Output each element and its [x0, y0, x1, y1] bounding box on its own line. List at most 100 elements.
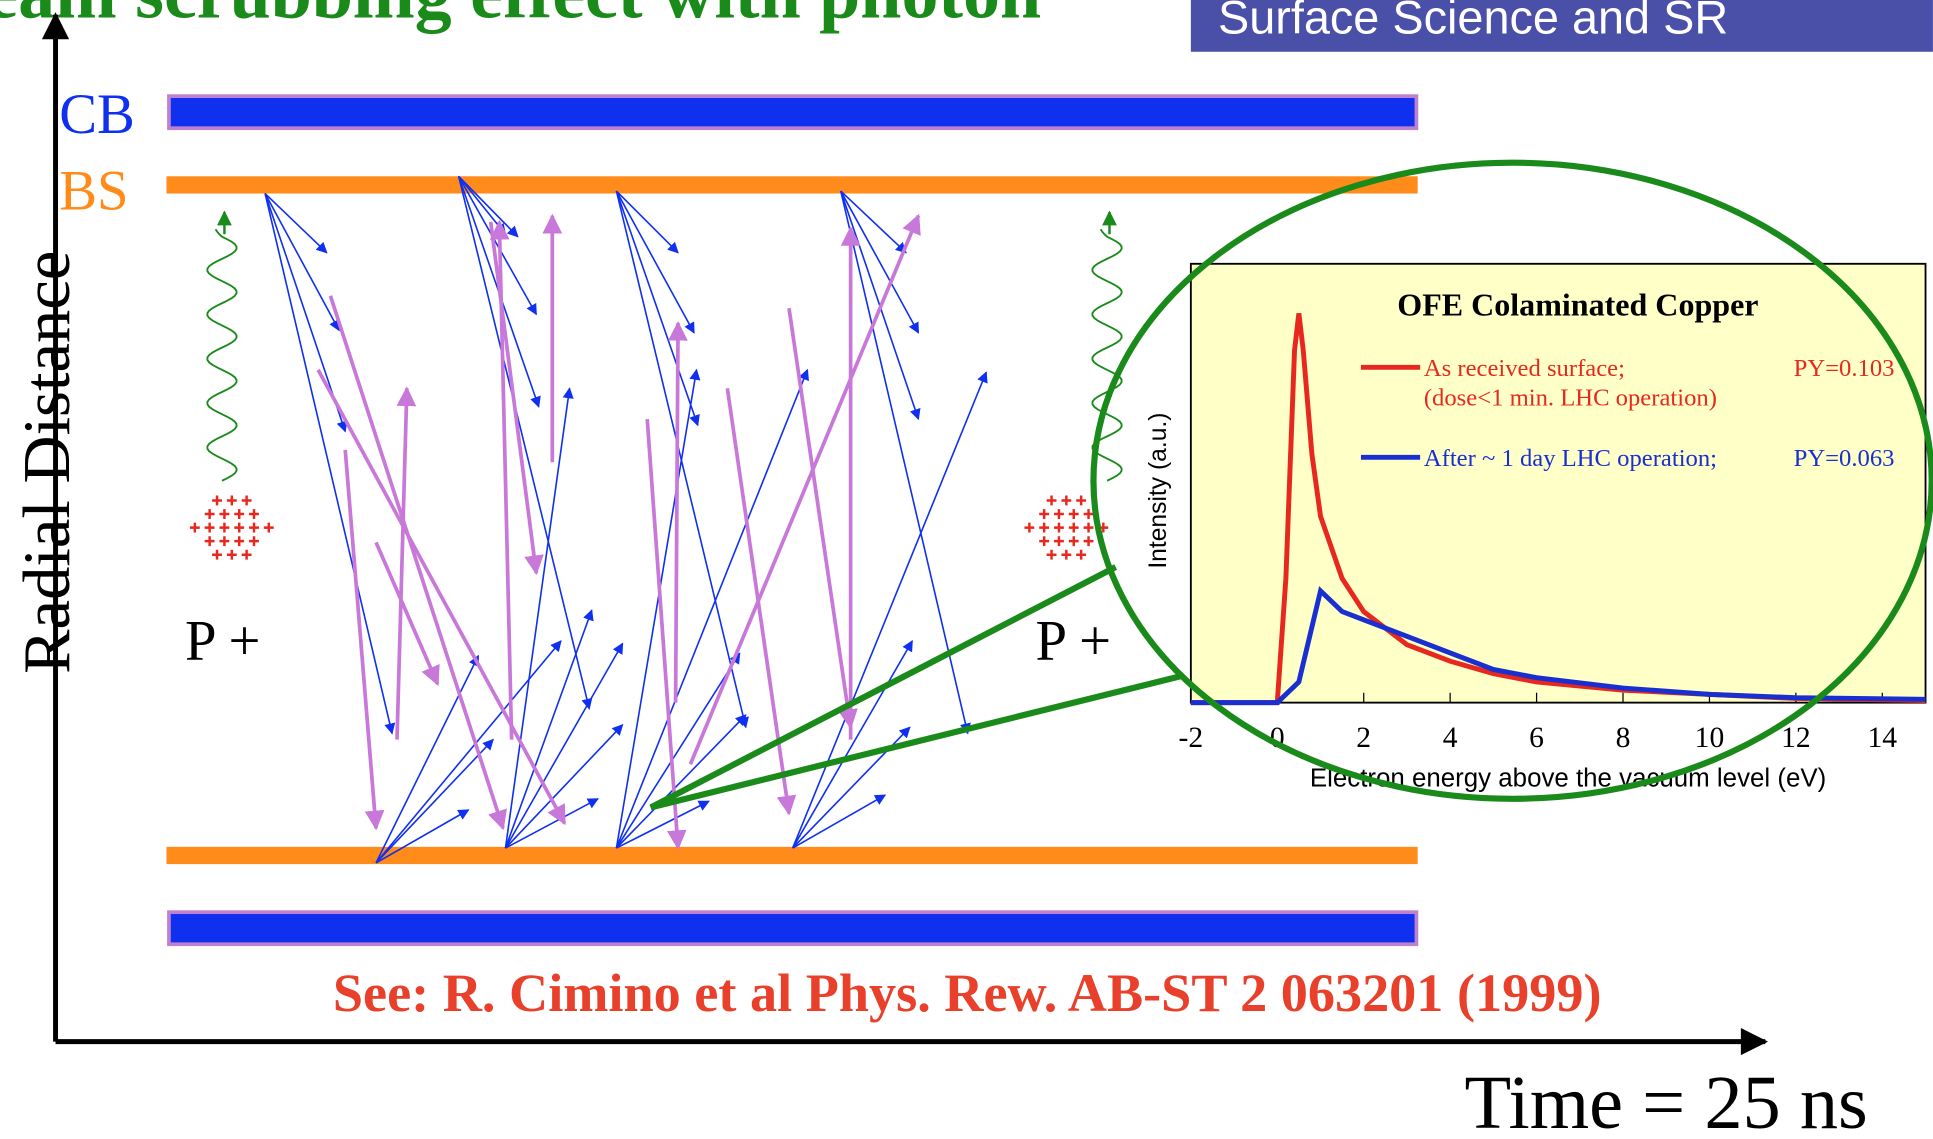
proton	[1083, 536, 1094, 547]
x-tick-label: -2	[1179, 722, 1204, 754]
proton	[1054, 522, 1064, 533]
proton	[1039, 522, 1050, 533]
reference: See: R. Cimino et al Phys. Rew. AB-ST 2 …	[333, 963, 1602, 1023]
electron-trajectories	[264, 175, 988, 864]
proton	[249, 522, 259, 533]
electron-path	[375, 809, 470, 864]
photon-wave	[206, 228, 238, 482]
proton	[1054, 536, 1064, 547]
legend-note: (dose<1 min. LHC operation)	[1424, 385, 1717, 412]
proton	[1054, 509, 1064, 519]
proton	[226, 495, 237, 506]
photoelectron-path	[374, 541, 440, 686]
x-tick-label: 10	[1695, 722, 1725, 754]
photoelectron-path	[343, 449, 385, 831]
photoelectron-path	[488, 221, 544, 576]
legend-py: PY=0.103	[1794, 355, 1895, 382]
x-tick-label: 2	[1356, 722, 1371, 754]
electron-path	[615, 368, 701, 849]
legend-label: After ~ 1 day LHC operation;	[1424, 445, 1717, 472]
proton	[219, 509, 230, 519]
electron-path	[375, 640, 562, 864]
cb-label: CB	[59, 83, 135, 146]
proton	[1068, 522, 1079, 533]
x-tick-label: 6	[1529, 722, 1544, 754]
electron-path	[791, 371, 988, 849]
electron-path	[264, 192, 328, 254]
electron-path	[457, 176, 593, 710]
proton	[1039, 509, 1050, 519]
proton	[1076, 549, 1087, 560]
electron-path	[375, 738, 494, 864]
proton-label: P +	[1036, 609, 1112, 672]
slide-title: eam scrubbing effect with photon	[0, 0, 1041, 33]
proton	[241, 495, 252, 506]
proton	[204, 536, 215, 547]
proton	[1068, 509, 1079, 519]
electron-path	[615, 190, 695, 334]
proton	[241, 549, 252, 560]
electron-path	[375, 654, 480, 864]
electron-path	[615, 714, 747, 849]
electron-path	[839, 190, 971, 735]
x-tick-label: 12	[1781, 722, 1811, 754]
photoelectron-path	[395, 386, 417, 740]
electron-path	[504, 642, 624, 849]
proton	[1076, 495, 1087, 506]
photoelectron-path	[668, 320, 688, 703]
legend-label: As received surface;	[1424, 355, 1625, 382]
x-tick-label: 8	[1616, 722, 1631, 754]
photoelectron-path	[489, 219, 514, 740]
proton	[212, 495, 222, 506]
x-tick-label: 4	[1443, 722, 1458, 754]
electron-path	[840, 190, 920, 334]
cold-bore	[167, 94, 1419, 131]
series-line	[1190, 586, 1926, 706]
y-axis-label: Radial Distance	[11, 251, 84, 674]
proton	[1061, 549, 1072, 560]
x-tick-label: 14	[1868, 722, 1898, 754]
x-axis-label: Electron energy above the vacuum level (…	[1310, 764, 1826, 792]
proton	[204, 522, 215, 533]
header-badge-bg	[1190, 0, 1933, 52]
electron-path	[616, 800, 710, 849]
proton	[1068, 536, 1079, 547]
electron-path	[615, 652, 741, 849]
proton	[219, 522, 230, 533]
proton	[234, 536, 245, 547]
beam-screen	[166, 176, 1418, 194]
zoom-ellipse	[1090, 159, 1933, 802]
proton	[263, 522, 274, 533]
proton	[1024, 522, 1035, 533]
proton	[189, 522, 200, 533]
proton	[1061, 495, 1072, 506]
proton	[1083, 522, 1094, 533]
proton	[234, 509, 245, 519]
proton-label: P +	[185, 609, 261, 672]
y-axis-label: Intensity (a.u.)	[1145, 413, 1172, 569]
proton	[204, 509, 215, 519]
proton	[1046, 495, 1057, 506]
inset-title: OFE Colaminated Copper	[1397, 287, 1758, 323]
proton	[212, 549, 222, 560]
proton	[226, 549, 237, 560]
photon-wave	[1091, 228, 1123, 482]
photoelectron-path	[787, 307, 858, 730]
photoelectron-path	[645, 418, 687, 851]
electron-path	[840, 190, 907, 254]
electron-path	[264, 193, 340, 332]
electron-path	[264, 193, 396, 735]
electron-path	[504, 609, 594, 849]
header-badge: Surface Science and SR	[1218, 0, 1728, 43]
x-axis-label: Time = 25 ns	[1465, 1060, 1868, 1139]
electron-path	[457, 175, 537, 316]
zoom-lines	[649, 564, 1185, 811]
electron-path	[615, 190, 700, 427]
electron-path	[792, 794, 887, 849]
legend-py: PY=0.063	[1794, 445, 1895, 472]
proton	[1039, 536, 1050, 547]
beam-screen	[166, 846, 1418, 865]
photoelectron-path	[688, 213, 921, 765]
